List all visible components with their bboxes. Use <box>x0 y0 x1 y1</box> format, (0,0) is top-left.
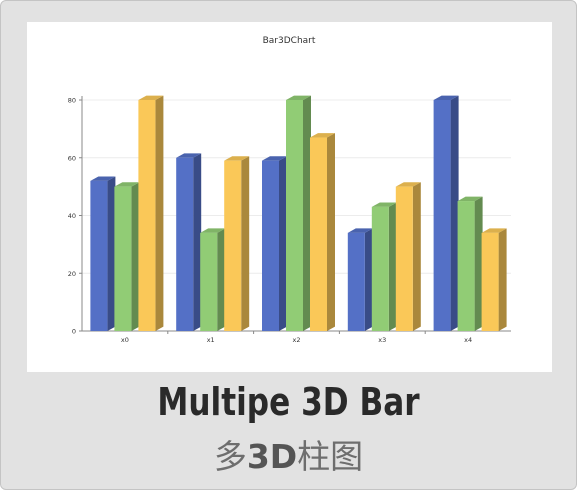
bar-side <box>303 95 311 331</box>
y-tick-label: 0 <box>72 328 76 336</box>
bar-front <box>114 186 132 331</box>
bar <box>457 196 483 331</box>
bar-front <box>371 206 389 331</box>
y-tick-label: 20 <box>68 270 76 278</box>
bar-front <box>286 100 303 331</box>
bar-front <box>262 160 279 331</box>
bar-top <box>433 95 459 100</box>
bar <box>310 133 335 331</box>
y-tick-label: 80 <box>68 97 76 105</box>
chart-title: Bar3DChart <box>263 36 316 46</box>
bar-front <box>395 186 413 331</box>
x-tick-label: x0 <box>121 336 129 344</box>
caption-chinese-highlight: 3D <box>246 437 298 476</box>
bar-side <box>279 156 287 331</box>
bar-front <box>138 100 156 331</box>
bar-front <box>481 232 499 331</box>
caption-chinese-pre: 多 <box>213 437 247 476</box>
chart-panel: Bar3DChart 0 20 40 60 80 x0 x1 x2 x3 x4 <box>27 22 552 372</box>
bar <box>371 202 397 331</box>
bar <box>224 156 250 331</box>
caption-english: Multipe 3D Bar <box>157 380 420 424</box>
bar <box>90 176 116 331</box>
bar-front <box>200 232 218 331</box>
bar <box>200 228 226 331</box>
bar-front <box>176 157 194 331</box>
bar <box>114 182 140 331</box>
bar <box>138 95 164 331</box>
bar-top <box>347 228 373 233</box>
bar-top <box>224 156 250 161</box>
x-tick-label: x2 <box>293 336 301 344</box>
y-tick-label: 60 <box>68 154 76 162</box>
bar-top <box>90 176 116 181</box>
bar <box>286 95 311 331</box>
bar-side <box>155 95 164 331</box>
bar3d-chart: Bar3DChart 0 20 40 60 80 x0 x1 x2 x3 x4 <box>68 36 511 344</box>
bar-side <box>193 153 202 331</box>
y-tick-label: 40 <box>68 212 76 220</box>
bar-top <box>395 182 421 187</box>
bar-side <box>412 182 421 331</box>
bar-top <box>371 202 397 207</box>
bar-top <box>262 156 287 161</box>
bar-top <box>457 196 483 202</box>
bar-top <box>114 182 140 187</box>
bar-front <box>90 180 108 331</box>
bar-front <box>310 137 327 331</box>
bar <box>395 182 421 331</box>
bar-side <box>217 228 226 331</box>
x-tick-label: x1 <box>207 336 215 344</box>
bar-side <box>327 133 335 331</box>
bar-side <box>474 196 483 331</box>
caption-chinese-post: 柱图 <box>297 437 364 476</box>
bar-top <box>481 228 507 233</box>
bar <box>433 95 459 331</box>
caption-chinese: 多3D柱图 <box>1 431 576 483</box>
bar-front <box>224 160 242 331</box>
bar-top <box>138 95 164 100</box>
bar-front <box>347 232 365 331</box>
bar-front <box>433 100 451 331</box>
bar-top <box>200 228 226 233</box>
bar-front <box>457 201 475 331</box>
bar-side <box>107 176 116 331</box>
bar-side <box>131 182 140 331</box>
bar-side <box>498 228 507 331</box>
bar-side <box>364 228 373 331</box>
bar <box>262 156 287 331</box>
bar-top <box>176 153 202 158</box>
x-tick-label: x3 <box>378 336 386 344</box>
bar-side <box>241 156 250 331</box>
bar <box>347 228 373 331</box>
bar <box>481 228 507 331</box>
x-tick-label: x4 <box>464 336 472 344</box>
bar-top <box>310 133 335 138</box>
bar <box>176 153 202 331</box>
bar-side <box>388 202 397 331</box>
bar-side <box>450 95 459 331</box>
bar-top <box>286 95 311 100</box>
